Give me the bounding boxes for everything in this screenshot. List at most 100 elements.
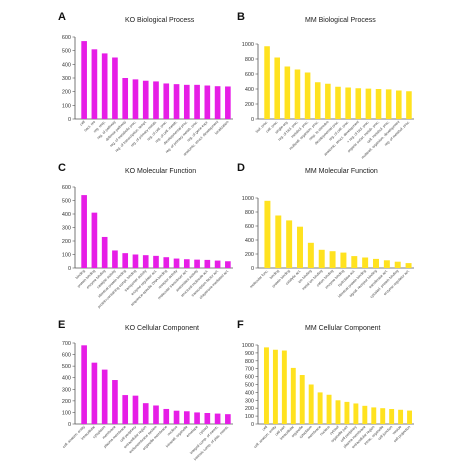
bar (307, 242, 314, 268)
bar (112, 250, 118, 268)
bar (304, 72, 311, 119)
bar (385, 89, 392, 119)
y-tick-label: 0 (251, 266, 254, 272)
y-tick-label: 300 (62, 226, 71, 232)
panel-e: E KO Cellular Component 0 100 200 300 400 500 60… (58, 319, 233, 461)
y-tick-label: 500 (62, 364, 71, 370)
bar (101, 53, 108, 119)
panel-label: D (237, 162, 245, 174)
bar (294, 69, 301, 119)
panel-title: MM Biological Process (305, 17, 376, 24)
bar (153, 405, 159, 424)
bar (153, 81, 159, 119)
y-tick-label: 200 (245, 252, 254, 258)
bar (101, 236, 108, 268)
bar (398, 409, 404, 424)
bar (264, 46, 270, 119)
bar (225, 86, 231, 119)
y-tick-label: 1000 (242, 196, 254, 202)
y-tick-label: 0 (68, 266, 71, 272)
x-category-label: binding (75, 269, 86, 280)
bar (396, 90, 402, 119)
y-tick-label: 200 (62, 239, 71, 245)
bar (163, 83, 170, 119)
y-tick-label: 1000 (242, 42, 254, 48)
bar (183, 411, 190, 424)
bar (122, 78, 129, 119)
y-tick-label: 600 (245, 224, 254, 230)
bar (274, 57, 280, 119)
bar (299, 375, 305, 424)
y-tick-label: 400 (62, 376, 71, 382)
bar (329, 251, 336, 268)
bar (91, 212, 98, 268)
bar (122, 395, 129, 424)
y-tick-label: 0 (251, 117, 254, 123)
y-tick-label: 500 (245, 383, 254, 389)
x-category-label: cell part (274, 425, 286, 437)
bar (163, 408, 170, 424)
bar (373, 258, 379, 268)
bar (355, 88, 362, 119)
y-tick-label: 900 (245, 351, 254, 357)
panel-label: B (237, 11, 245, 23)
panel-c: C KO Molecular Function 0 100 200 300 400 500 60… (58, 162, 233, 309)
bar (153, 255, 159, 268)
x-category-label: vesicle (392, 425, 403, 436)
bar (91, 49, 98, 119)
bar (351, 256, 358, 268)
bar (345, 87, 351, 119)
bar (284, 66, 291, 119)
bar (317, 392, 323, 424)
y-tick-label: 0 (251, 422, 254, 428)
y-tick-label: 400 (245, 87, 254, 93)
bar (281, 350, 287, 424)
y-tick-label: 600 (62, 185, 71, 191)
bar (308, 384, 314, 424)
x-category-label: binding (269, 269, 280, 280)
bar (290, 367, 296, 424)
y-tick-label: 200 (245, 406, 254, 412)
y-tick-label: 400 (62, 212, 71, 218)
bar (362, 257, 369, 268)
bar (275, 215, 282, 268)
bar (375, 89, 382, 119)
y-tick-label: 500 (62, 49, 71, 55)
y-tick-label: 800 (245, 57, 254, 63)
panel-d: D MM Molecular Function02004006008001000m… (237, 162, 414, 299)
bar (225, 414, 231, 424)
panel-title: KO Biological Process (125, 17, 195, 24)
bar (122, 253, 129, 268)
x-category-label: nucleus (167, 425, 179, 437)
y-tick-label: 100 (62, 253, 71, 259)
panel-label: E (58, 319, 65, 331)
x-category-label: cell (262, 425, 269, 432)
y-tick-label: 500 (62, 199, 71, 205)
panel-title: KO Molecular Function (125, 168, 196, 175)
y-tick-label: 200 (245, 102, 254, 108)
bar (353, 403, 359, 424)
bar (132, 395, 139, 424)
bar (389, 408, 395, 424)
y-tick-label: 200 (62, 399, 71, 405)
y-tick-label: 100 (62, 103, 71, 109)
bar (394, 261, 401, 268)
bar (112, 57, 118, 119)
bar (101, 369, 108, 424)
y-tick-label: 1000 (242, 343, 254, 349)
panel-label: C (58, 162, 66, 174)
y-tick-label: 0 (68, 117, 71, 123)
bar (297, 226, 303, 268)
y-tick-label: 800 (245, 210, 254, 216)
bar (194, 84, 200, 119)
bar (371, 407, 377, 424)
panel-title: KO Cellular Component (125, 325, 199, 332)
bar (225, 261, 231, 268)
bar (183, 84, 190, 119)
bar (335, 400, 341, 424)
bar (81, 195, 87, 268)
bar (340, 252, 347, 268)
bar (405, 263, 412, 268)
bar (383, 260, 390, 268)
